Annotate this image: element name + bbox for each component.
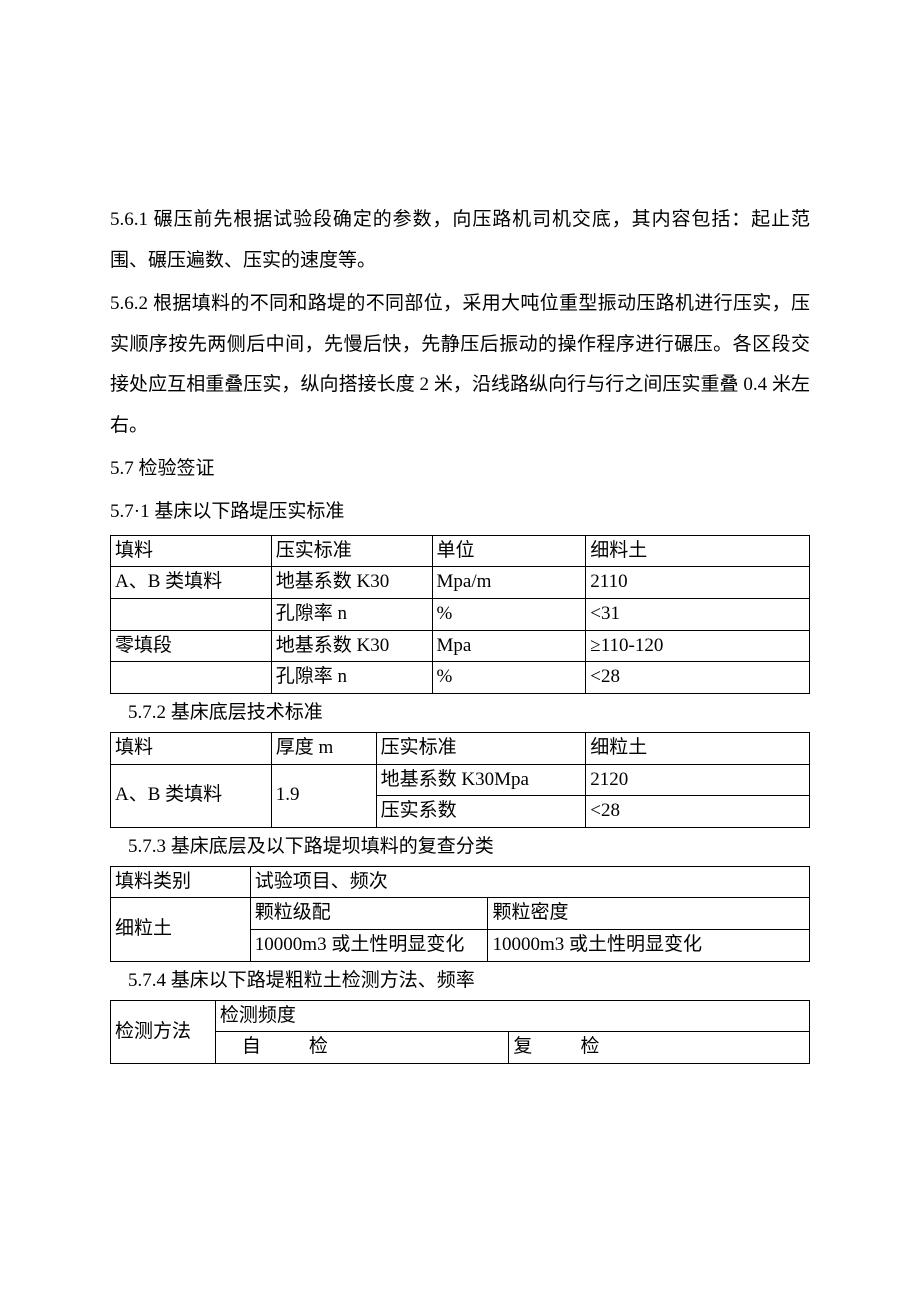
table-row: A、B 类填料 地基系数 K30 Mpa/m 2110 bbox=[111, 567, 810, 599]
table-row: 填料类别 试验项目、频次 bbox=[111, 866, 810, 898]
table-cell bbox=[111, 598, 272, 630]
table-cell: <28 bbox=[586, 662, 810, 694]
table-cell: 孔隙率 n bbox=[271, 598, 432, 630]
table-header: 检测频度 bbox=[215, 1000, 809, 1032]
table-cell: % bbox=[432, 662, 586, 694]
table-header: 压实标准 bbox=[376, 732, 586, 764]
heading-572: 5.7.2 基床底层技术标准 bbox=[110, 696, 810, 730]
table-row: 填料 压实标准 单位 细料土 bbox=[111, 535, 810, 567]
table-header: 检测方法 bbox=[111, 1000, 216, 1063]
table-cell: 自检 bbox=[215, 1032, 509, 1064]
table-row: A、B 类填料 1.9 地基系数 K30Mpa 2120 bbox=[111, 764, 810, 796]
table-header: 厚度 m bbox=[271, 732, 376, 764]
table-cell: <31 bbox=[586, 598, 810, 630]
table-cell: Mpa bbox=[432, 630, 586, 662]
table-header: 填料 bbox=[111, 732, 272, 764]
table-574: 检测方法 检测频度 自检 复检 bbox=[110, 1000, 810, 1064]
table-cell: 2110 bbox=[586, 567, 810, 599]
table-cell: % bbox=[432, 598, 586, 630]
table-cell: 地基系数 K30Mpa bbox=[376, 764, 586, 796]
table-row: 细粒土 颗粒级配 颗粒密度 bbox=[111, 898, 810, 930]
table-header: 填料 bbox=[111, 535, 272, 567]
heading-571: 5.7·1 基床以下路堤压实标准 bbox=[110, 492, 810, 533]
table-cell: 地基系数 K30 bbox=[271, 630, 432, 662]
table-572: 填料 厚度 m 压实标准 细粒土 A、B 类填料 1.9 地基系数 K30Mpa… bbox=[110, 732, 810, 828]
table-cell: 压实系数 bbox=[376, 796, 586, 828]
table-571: 填料 压实标准 单位 细料土 A、B 类填料 地基系数 K30 Mpa/m 21… bbox=[110, 535, 810, 694]
table-cell: 10000m3 或土性明显变化 bbox=[250, 930, 488, 962]
table-header: 细粒土 bbox=[586, 732, 810, 764]
table-row: 检测方法 检测频度 bbox=[111, 1000, 810, 1032]
table-cell: <28 bbox=[586, 796, 810, 828]
table-cell bbox=[111, 662, 272, 694]
heading-574: 5.7.4 基床以下路堤粗粒土检测方法、频率 bbox=[110, 964, 810, 998]
table-cell: A、B 类填料 bbox=[111, 567, 272, 599]
paragraph-562: 5.6.2 根据填料的不同和路堤的不同部位，采用大吨位重型振动压路机进行压实，压… bbox=[110, 284, 810, 447]
heading-573: 5.7.3 基床底层及以下路堤坝填料的复查分类 bbox=[110, 830, 810, 864]
table-cell: 零填段 bbox=[111, 630, 272, 662]
table-row: 孔隙率 n % <31 bbox=[111, 598, 810, 630]
table-cell: Mpa/m bbox=[432, 567, 586, 599]
table-header: 试验项目、频次 bbox=[250, 866, 809, 898]
table-header: 填料类别 bbox=[111, 866, 251, 898]
table-row: 零填段 地基系数 K30 Mpa ≥110-120 bbox=[111, 630, 810, 662]
table-cell: ≥110-120 bbox=[586, 630, 810, 662]
table-cell: 10000m3 或土性明显变化 bbox=[488, 930, 810, 962]
table-cell: 复检 bbox=[509, 1032, 810, 1064]
table-cell: 细粒土 bbox=[111, 898, 251, 961]
table-row: 孔隙率 n % <28 bbox=[111, 662, 810, 694]
table-cell: 颗粒密度 bbox=[488, 898, 810, 930]
table-row: 填料 厚度 m 压实标准 细粒土 bbox=[111, 732, 810, 764]
table-header: 单位 bbox=[432, 535, 586, 567]
table-cell: 孔隙率 n bbox=[271, 662, 432, 694]
table-cell: 2120 bbox=[586, 764, 810, 796]
table-573: 填料类别 试验项目、频次 细粒土 颗粒级配 颗粒密度 10000m3 或土性明显… bbox=[110, 866, 810, 962]
table-cell: A、B 类填料 bbox=[111, 764, 272, 827]
table-cell: 地基系数 K30 bbox=[271, 567, 432, 599]
table-cell: 1.9 bbox=[271, 764, 376, 827]
table-row: 自检 复检 bbox=[111, 1032, 810, 1064]
heading-57: 5.7 检验签证 bbox=[110, 449, 810, 490]
table-cell: 颗粒级配 bbox=[250, 898, 488, 930]
table-header: 压实标准 bbox=[271, 535, 432, 567]
table-header: 细料土 bbox=[586, 535, 810, 567]
paragraph-561: 5.6.1 碾压前先根据试验段确定的参数，向压路机司机交底，其内容包括：起止范围… bbox=[110, 200, 810, 282]
